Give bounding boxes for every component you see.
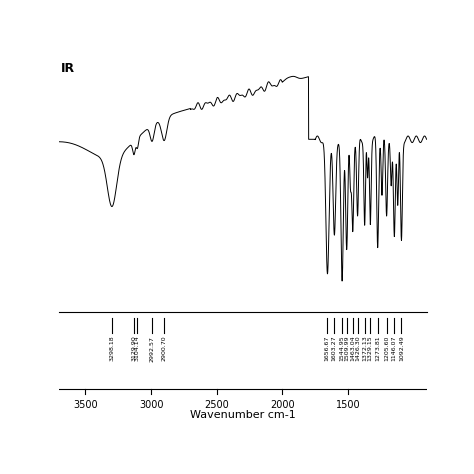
Text: 3500: 3500 <box>73 400 98 410</box>
Text: 2992.57: 2992.57 <box>150 336 155 362</box>
Text: Wavenumber cm-1: Wavenumber cm-1 <box>190 410 296 420</box>
Text: 2900.70: 2900.70 <box>162 336 167 361</box>
Text: 1426.30: 1426.30 <box>355 336 360 361</box>
Text: 2000: 2000 <box>270 400 295 410</box>
Text: 3129.90: 3129.90 <box>132 336 137 362</box>
Text: IR: IR <box>61 62 75 75</box>
Text: 1603.27: 1603.27 <box>332 336 337 361</box>
Text: 2500: 2500 <box>204 400 229 410</box>
Text: 1463.04: 1463.04 <box>350 336 355 361</box>
Text: 1500: 1500 <box>336 400 360 410</box>
Text: 3104.14: 3104.14 <box>135 336 140 361</box>
Text: 1146.07: 1146.07 <box>392 336 397 361</box>
Text: 1273.81: 1273.81 <box>375 336 380 361</box>
Text: 1544.95: 1544.95 <box>339 336 345 361</box>
Text: 1329.15: 1329.15 <box>368 336 373 361</box>
Text: 1092.49: 1092.49 <box>399 336 404 362</box>
Text: 1509.99: 1509.99 <box>344 336 349 361</box>
Text: 3000: 3000 <box>139 400 164 410</box>
Text: 1656.67: 1656.67 <box>325 336 330 361</box>
Text: 1372.13: 1372.13 <box>362 336 367 362</box>
Text: 1205.60: 1205.60 <box>384 336 389 361</box>
Text: 3298.18: 3298.18 <box>109 336 114 361</box>
